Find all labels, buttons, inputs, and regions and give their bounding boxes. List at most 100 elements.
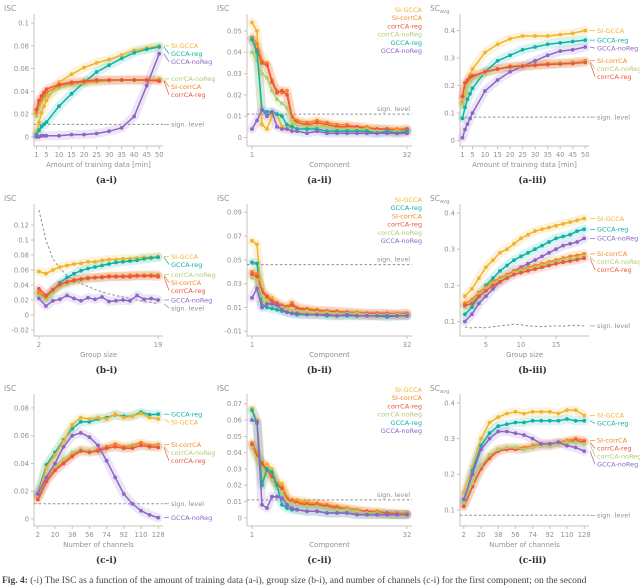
svg-text:110: 110	[561, 531, 574, 539]
svg-text:SI-corrCA: SI-corrCA	[597, 437, 628, 445]
svg-text:Number of channels: Number of channels	[63, 541, 134, 549]
svg-text:ISC: ISC	[217, 194, 229, 203]
svg-text:0.4: 0.4	[444, 399, 455, 407]
svg-text:corrCA-reg: corrCA-reg	[171, 457, 206, 465]
svg-text:ISC: ISC	[217, 4, 229, 13]
svg-text:15: 15	[67, 151, 76, 159]
svg-text:128: 128	[578, 531, 591, 539]
svg-text:0.03: 0.03	[227, 70, 242, 78]
svg-text:SI-GCCA: SI-GCCA	[597, 412, 625, 420]
svg-text:corrCA-noReg: corrCA-noReg	[378, 31, 422, 39]
caption-text: (-i) The ISC as a function of the amount…	[27, 576, 587, 586]
panel-b-iii: 5 10 15 0.1 0.2 0.3 0.4 Group size SCavg SI-GCCA G…	[426, 192, 640, 382]
svg-text:sign. level: sign. level	[377, 105, 410, 113]
svg-text:Number of channels: Number of channels	[489, 541, 560, 549]
svg-text:45: 45	[142, 151, 151, 159]
svg-text:GCCA-noReg: GCCA-noReg	[171, 296, 212, 304]
svg-text:0.2: 0.2	[444, 282, 455, 290]
svg-text:0.07: 0.07	[227, 233, 242, 241]
svg-text:sign. level: sign. level	[597, 113, 630, 121]
svg-text:32: 32	[403, 531, 412, 539]
svg-text:0.1: 0.1	[444, 109, 455, 117]
svg-text:56: 56	[511, 531, 520, 539]
svg-text:2: 2	[37, 341, 41, 349]
svg-text:sign. level: sign. level	[377, 256, 410, 264]
svg-text:corrCA-noReg: corrCA-noReg	[171, 271, 215, 279]
svg-text:50: 50	[155, 151, 164, 159]
svg-text:corrCA-noReg: corrCA-noReg	[171, 449, 215, 457]
svg-text:1: 1	[34, 151, 38, 159]
chart-b-iii: 5 10 15 0.1 0.2 0.3 0.4 Group size SCavg SI-GCCA G…	[430, 194, 640, 359]
svg-text:0.3: 0.3	[444, 246, 455, 254]
svg-text:19: 19	[154, 341, 163, 349]
svg-text:0.05: 0.05	[227, 256, 242, 264]
svg-text:sign. level: sign. level	[377, 491, 410, 499]
svg-text:sign. level: sign. level	[597, 512, 630, 520]
svg-text:0.12: 0.12	[14, 221, 29, 229]
svg-text:0.1: 0.1	[444, 318, 455, 326]
svg-text:35: 35	[117, 151, 126, 159]
svg-text:SI-GCCA: SI-GCCA	[395, 386, 423, 394]
svg-text:GCCA-reg: GCCA-reg	[597, 226, 628, 234]
svg-text:1: 1	[460, 151, 464, 159]
svg-text:0.04: 0.04	[14, 88, 29, 96]
svg-text:0.4: 0.4	[444, 27, 455, 35]
svg-text:ISC: ISC	[4, 194, 16, 203]
svg-text:0.3: 0.3	[444, 54, 455, 62]
svg-text:Component: Component	[309, 351, 350, 359]
svg-text:ISC: ISC	[4, 384, 16, 393]
svg-text:74: 74	[528, 531, 537, 539]
svg-text:Component: Component	[309, 541, 350, 549]
svg-text:corrCA-noReg: corrCA-noReg	[597, 258, 640, 266]
svg-text:20: 20	[51, 531, 60, 539]
panel-b-ii: 1 32 -0.01 0.01 0.03 0.05 0.07 0.09 Component ISC…	[213, 192, 426, 382]
svg-text:GCCA-reg: GCCA-reg	[391, 39, 422, 47]
svg-text:Group size: Group size	[506, 351, 543, 359]
svg-text:38: 38	[494, 531, 503, 539]
panel-tag-c-ii: (c-ii)	[307, 556, 332, 566]
svg-text:128: 128	[152, 531, 165, 539]
svg-text:Amount of training data [min]: Amount of training data [min]	[46, 161, 151, 169]
chart-b-ii: 1 32 -0.01 0.01 0.03 0.05 0.07 0.09 Component ISC…	[217, 194, 423, 359]
svg-text:15: 15	[552, 341, 561, 349]
chart-a-i: 1 5 10 15 20 25 30 35 40 45 5000.020.040.060.080.1…	[4, 4, 215, 169]
svg-text:SI-GCCA: SI-GCCA	[395, 196, 423, 204]
panel-tag-c-iii: (c-iii)	[518, 556, 547, 566]
svg-text:SI-corrCA: SI-corrCA	[597, 57, 628, 65]
svg-text:SI-corrCA: SI-corrCA	[171, 279, 202, 287]
svg-text:GCCA-reg: GCCA-reg	[171, 50, 202, 58]
svg-text:-0.01: -0.01	[224, 328, 242, 336]
svg-text:SI-corrCA: SI-corrCA	[392, 394, 423, 402]
svg-text:0: 0	[25, 515, 29, 523]
svg-text:sign. level: sign. level	[171, 500, 204, 508]
svg-text:0: 0	[238, 514, 242, 522]
svg-text:32: 32	[403, 151, 412, 159]
svg-text:sign. level: sign. level	[171, 121, 204, 129]
svg-text:SCavg: SCavg	[430, 384, 450, 395]
svg-text:GCCA-reg: GCCA-reg	[171, 410, 202, 418]
svg-text:GCCA-noReg: GCCA-noReg	[597, 461, 638, 469]
svg-text:-0.02: -0.02	[11, 326, 29, 334]
svg-text:corrCA-noReg: corrCA-noReg	[378, 411, 422, 419]
caption-prefix: Fig. 4:	[2, 576, 28, 586]
svg-text:20: 20	[477, 531, 486, 539]
svg-text:0.01: 0.01	[227, 113, 242, 121]
svg-text:corrCA-reg: corrCA-reg	[597, 266, 632, 274]
svg-text:0: 0	[25, 311, 29, 319]
svg-text:25: 25	[92, 151, 101, 159]
svg-text:0.06: 0.06	[14, 65, 29, 73]
svg-text:sign. level: sign. level	[171, 304, 204, 312]
chart-c-ii: 1 32 0 0.01 0.02 0.03 0.04 0.05 0.06 0.07 Componen…	[217, 384, 423, 549]
svg-text:0.08: 0.08	[14, 251, 29, 259]
panel-tag-b-iii: (b-iii)	[518, 366, 547, 376]
svg-text:corrCA-reg: corrCA-reg	[387, 221, 422, 229]
svg-text:1: 1	[250, 531, 254, 539]
panel-tag-a-ii: (a-ii)	[307, 176, 332, 186]
svg-text:SI-corrCA: SI-corrCA	[392, 212, 423, 220]
svg-text:0.02: 0.02	[14, 296, 29, 304]
svg-text:0.09: 0.09	[227, 209, 242, 217]
svg-text:0.02: 0.02	[14, 488, 29, 496]
svg-text:corrCA-reg: corrCA-reg	[387, 22, 422, 30]
svg-text:2: 2	[462, 531, 466, 539]
